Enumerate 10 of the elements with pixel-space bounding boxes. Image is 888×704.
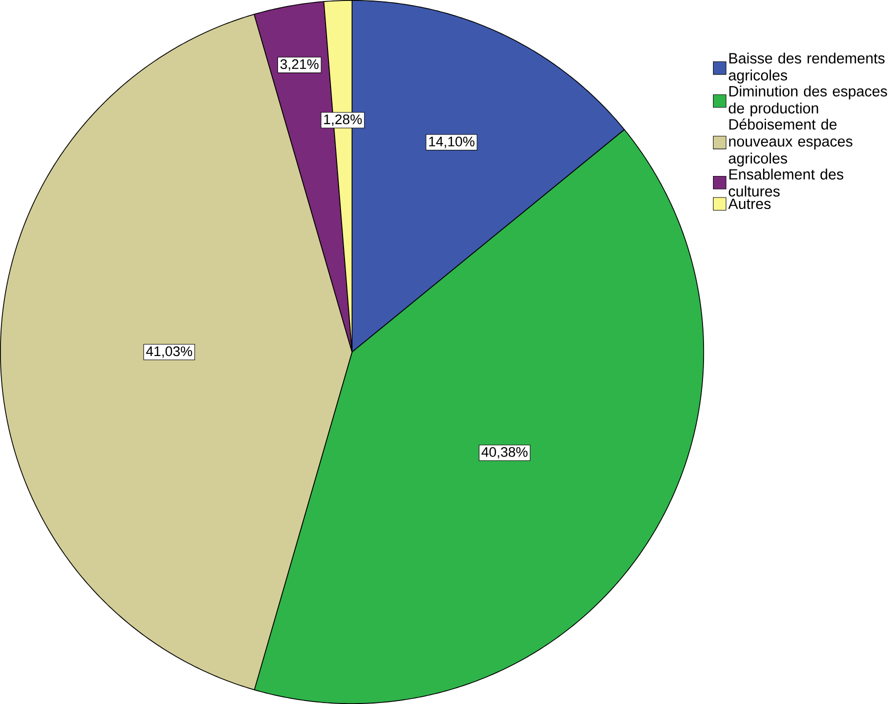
data-label: 41,03% bbox=[146, 346, 192, 358]
legend-label: Ensablement des cultures bbox=[728, 168, 844, 197]
legend-label: Diminution des espaces de production bbox=[728, 86, 888, 116]
data-label: 40,38% bbox=[482, 447, 528, 458]
legend-label: Baisse des rendements agricoles bbox=[728, 52, 885, 84]
data-label: 3,21% bbox=[280, 59, 319, 71]
legend-label: Déboisement de nouveaux espaces agricoles bbox=[728, 118, 852, 167]
data-label: 1,28% bbox=[324, 114, 362, 126]
legend-label: Autres bbox=[728, 198, 771, 210]
data-label: 14,10% bbox=[429, 136, 474, 148]
